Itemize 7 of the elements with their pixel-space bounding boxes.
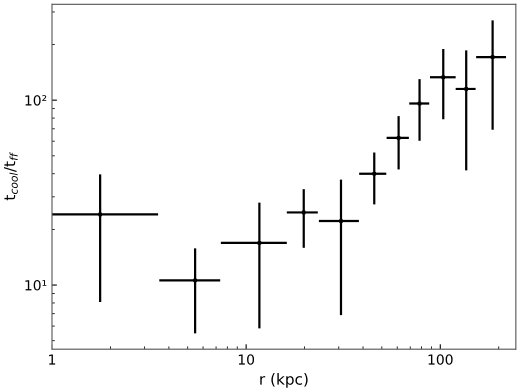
x-tick-label: 10 [238,354,254,365]
y-tick-label: 10¹ [25,280,46,291]
y-axis-title: t$_{cool}$/t$_{ff}$ [4,152,18,200]
x-axis-title: r (kpc) [260,373,308,388]
y-tick-label: 10² [25,95,46,106]
x-tick-label: 1 [49,354,56,365]
x-tick-label: 100 [428,354,453,365]
